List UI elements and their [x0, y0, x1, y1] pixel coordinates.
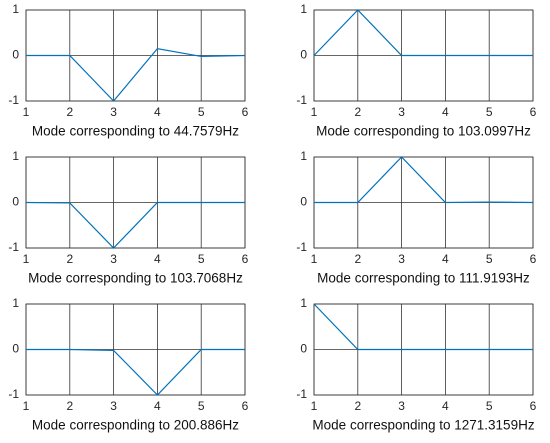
x-axis-label: Mode corresponding to 44.7579Hz	[32, 124, 239, 139]
y-tick-label: 1	[300, 2, 307, 16]
y-tick-label: 1	[12, 296, 19, 310]
y-tick-label: 1	[12, 149, 19, 163]
x-tick-label: 5	[198, 105, 205, 119]
y-tick-label: 0	[12, 48, 19, 62]
data-line	[313, 9, 533, 57]
x-tick-label: 4	[442, 399, 449, 413]
x-tick-label: 3	[398, 105, 405, 119]
x-tick-label: 6	[242, 252, 249, 266]
x-tick-label: 6	[530, 399, 537, 413]
x-tick-label: 2	[66, 105, 73, 119]
x-tick-label: 2	[66, 252, 73, 266]
x-tick-label: 2	[66, 399, 73, 413]
x-axis-label: Mode corresponding to 200.886Hz	[32, 418, 239, 433]
data-line	[314, 156, 534, 204]
y-tick-label: -1	[8, 240, 19, 254]
x-tick-label: 3	[110, 105, 117, 119]
y-tick-label: -1	[296, 387, 307, 401]
data-line	[313, 303, 533, 351]
y-tick-label: -1	[8, 387, 19, 401]
y-tick-label: 0	[300, 342, 307, 356]
x-tick-label: 3	[110, 252, 117, 266]
x-tick-label: 2	[354, 105, 361, 119]
x-tick-label: 6	[530, 105, 537, 119]
x-tick-label: 1	[23, 252, 30, 266]
x-tick-label: 1	[311, 105, 318, 119]
x-tick-label: 1	[23, 399, 30, 413]
x-tick-label: 4	[154, 105, 161, 119]
x-tick-label: 4	[442, 105, 449, 119]
x-axis-label: Mode corresponding to 111.9193Hz	[317, 271, 530, 286]
y-tick-label: -1	[296, 240, 307, 254]
data-line	[26, 48, 246, 102]
x-tick-label: 4	[154, 399, 161, 413]
x-tick-label: 2	[354, 399, 361, 413]
x-tick-label: 5	[486, 399, 493, 413]
y-tick-label: -1	[8, 93, 19, 107]
x-tick-label: 6	[242, 105, 249, 119]
x-tick-label: 5	[486, 252, 493, 266]
x-axis-label: Mode corresponding to 103.0997Hz	[316, 124, 531, 139]
x-tick-label: 4	[154, 252, 161, 266]
y-tick-label: 0	[12, 342, 19, 356]
data-line	[26, 348, 245, 396]
y-tick-label: -1	[296, 93, 307, 107]
y-tick-label: 1	[300, 296, 307, 310]
y-tick-label: 0	[300, 195, 307, 209]
x-tick-label: 3	[398, 399, 405, 413]
y-tick-label: 0	[300, 48, 307, 62]
x-tick-label: 5	[198, 399, 205, 413]
x-tick-label: 1	[23, 105, 30, 119]
x-tick-label: 3	[398, 252, 405, 266]
x-tick-label: 3	[110, 399, 117, 413]
x-axis-label: Mode corresponding to 103.7068Hz	[28, 271, 243, 286]
x-tick-label: 6	[242, 399, 249, 413]
x-tick-label: 1	[311, 252, 318, 266]
x-tick-label: 2	[354, 252, 361, 266]
y-tick-label: 0	[12, 195, 19, 209]
x-tick-label: 1	[311, 399, 318, 413]
x-tick-label: 5	[198, 252, 205, 266]
x-tick-label: 6	[530, 252, 537, 266]
y-tick-label: 1	[12, 2, 19, 16]
x-tick-label: 4	[442, 252, 449, 266]
x-tick-label: 5	[486, 105, 493, 119]
y-tick-label: 1	[300, 149, 307, 163]
data-line	[25, 201, 245, 249]
x-axis-label: Mode corresponding to 1271.3159Hz	[312, 418, 534, 433]
